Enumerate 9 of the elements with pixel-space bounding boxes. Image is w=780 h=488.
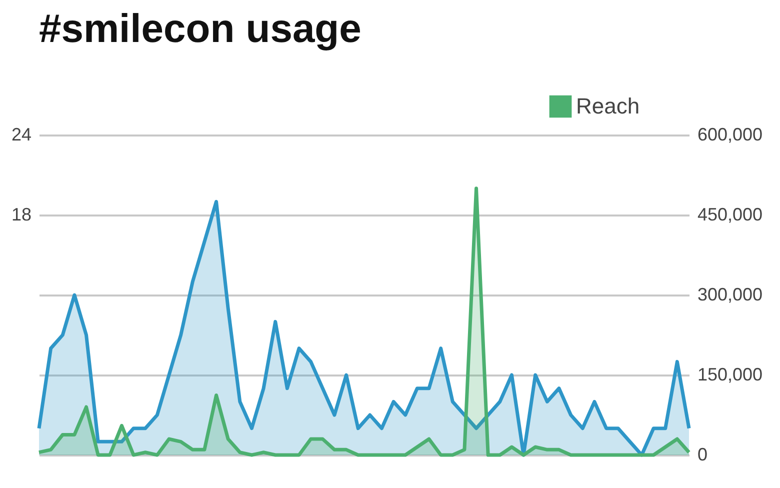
chart-title: #smilecon usage [39,7,362,51]
y-tick-label: 18 [11,204,32,224]
y2-tick-label: 300,000 [698,284,763,304]
y2-tick-label: 450,000 [698,204,763,224]
y2-tick-label: 0 [698,444,708,464]
y2-tick-label: 150,000 [698,364,763,384]
y-tick-label: 24 [11,124,32,144]
y2-tick-label: 600,000 [698,124,763,144]
legend-label: Reach [576,94,640,118]
